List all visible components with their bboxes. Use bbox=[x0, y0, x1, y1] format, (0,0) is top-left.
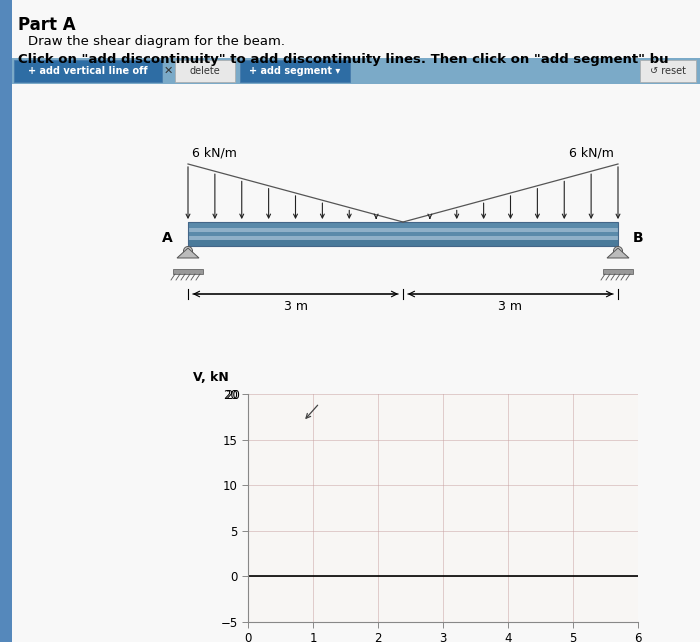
Text: 20: 20 bbox=[225, 389, 240, 402]
Bar bbox=[173, 269, 203, 274]
Bar bbox=[240, 60, 350, 82]
Bar bbox=[188, 222, 618, 246]
Text: + add segment ▾: + add segment ▾ bbox=[249, 66, 341, 76]
Bar bbox=[14, 60, 162, 82]
Bar bbox=[12, 58, 700, 84]
Bar bbox=[175, 60, 235, 82]
Polygon shape bbox=[177, 248, 199, 258]
Text: ✕: ✕ bbox=[163, 66, 173, 76]
Text: + add vertical line off: + add vertical line off bbox=[28, 66, 148, 76]
Text: delete: delete bbox=[190, 66, 220, 76]
Text: 3 m: 3 m bbox=[284, 300, 307, 313]
Bar bbox=[188, 222, 618, 228]
Text: V, kN: V, kN bbox=[193, 371, 229, 384]
Text: Part A: Part A bbox=[18, 16, 76, 34]
Text: ↺ reset: ↺ reset bbox=[650, 66, 686, 76]
Bar bbox=[188, 222, 618, 246]
Text: A: A bbox=[162, 231, 173, 245]
Text: 6 kN/m: 6 kN/m bbox=[569, 147, 614, 160]
Text: 3 m: 3 m bbox=[498, 300, 522, 313]
Polygon shape bbox=[607, 248, 629, 258]
Text: Click on "add discontinuity" to add discontinuity lines. Then click on "add segm: Click on "add discontinuity" to add disc… bbox=[18, 53, 668, 66]
Text: 6 kN/m: 6 kN/m bbox=[192, 147, 237, 160]
Bar bbox=[603, 269, 633, 274]
Bar bbox=[640, 60, 696, 82]
Text: Draw the shear diagram for the beam.: Draw the shear diagram for the beam. bbox=[28, 35, 285, 48]
Bar bbox=[188, 232, 618, 236]
Text: B: B bbox=[633, 231, 643, 245]
Bar bbox=[188, 240, 618, 246]
Circle shape bbox=[613, 247, 622, 256]
Bar bbox=[0, 0, 12, 642]
Circle shape bbox=[183, 247, 192, 256]
